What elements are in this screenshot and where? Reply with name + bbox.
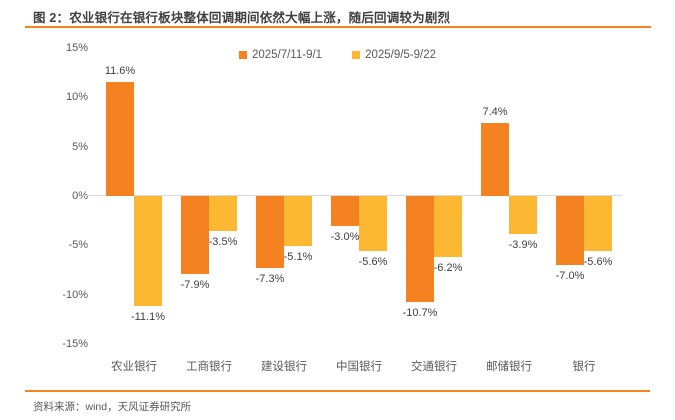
bar-value-label: -10.7% xyxy=(402,306,438,319)
bar-value-label: 7.4% xyxy=(482,105,508,118)
bar-series2-邮储银行 xyxy=(509,196,537,235)
legend-swatch-orange xyxy=(238,51,247,59)
bar-series1-工商银行 xyxy=(181,196,209,274)
bar-series1-建设银行 xyxy=(256,196,284,269)
y-axis-tick-label: 5% xyxy=(72,140,88,153)
bar-series2-银行 xyxy=(584,196,612,252)
bar-series1-邮储银行 xyxy=(481,122,509,196)
y-axis-tick-label: -10% xyxy=(62,288,88,301)
bar-series2-中国银行 xyxy=(359,196,387,252)
x-axis-category-label: 中国银行 xyxy=(336,361,382,373)
bar-series1-中国银行 xyxy=(331,196,359,226)
bar-value-label: -3.9% xyxy=(508,239,538,252)
x-axis-category-label: 农业银行 xyxy=(111,361,157,373)
x-axis-category-label: 工商银行 xyxy=(186,361,232,373)
bar-series2-工商银行 xyxy=(209,196,237,231)
bar-series2-交通银行 xyxy=(434,196,462,258)
source-note: 资料来源：wind，天风证券研究所 xyxy=(33,401,192,413)
legend-swatch-yellow xyxy=(352,51,361,59)
x-axis-category-label: 交通银行 xyxy=(411,361,457,373)
bar-value-label: -3.0% xyxy=(330,230,360,243)
figure-title: 图 2：农业银行在银行板块整体回调期间依然大幅上涨，随后回调较为剧烈 xyxy=(33,11,451,25)
bar-series2-建设银行 xyxy=(284,196,312,247)
legend-item-period2: 2025/9/5-9/22 xyxy=(352,49,436,61)
bar-value-label: -5.1% xyxy=(283,251,313,264)
legend-item-period1: 2025/7/11-9/1 xyxy=(238,49,323,61)
y-axis-tick-label: -5% xyxy=(68,239,88,252)
title-divider-line xyxy=(25,26,651,28)
bar-series2-农业银行 xyxy=(134,196,162,306)
x-axis-category-label: 邮储银行 xyxy=(486,361,532,373)
bar-value-label: -5.6% xyxy=(358,256,388,269)
y-axis-tick-label: 15% xyxy=(65,41,88,54)
bar-series1-银行 xyxy=(556,196,584,266)
bar-value-label: -6.2% xyxy=(433,262,463,275)
legend: 2025/7/11-9/1 2025/9/5-9/22 xyxy=(0,49,675,61)
bar-series1-农业银行 xyxy=(106,81,134,196)
footer-divider-line xyxy=(25,390,650,392)
bar-value-label: -5.6% xyxy=(583,256,613,269)
bar-series1-交通银行 xyxy=(406,196,434,302)
legend-label-period1: 2025/7/11-9/1 xyxy=(251,49,323,61)
y-axis-tick-label: 0% xyxy=(72,190,88,202)
y-axis-tick-label: 10% xyxy=(65,91,88,104)
bar-value-label: -11.1% xyxy=(130,310,166,323)
x-axis-category-label: 建设银行 xyxy=(261,361,307,373)
bar-value-label: 11.6% xyxy=(104,64,136,77)
bar-value-label: -7.0% xyxy=(555,270,585,283)
legend-label-period2: 2025/9/5-9/22 xyxy=(365,49,437,61)
y-axis-tick-label: -15% xyxy=(62,338,88,350)
bar-value-label: -7.3% xyxy=(255,273,285,286)
zero-axis-line xyxy=(82,195,622,196)
bar-value-label: -3.5% xyxy=(208,235,238,248)
bar-value-label: -7.9% xyxy=(180,278,210,291)
x-axis-category-label: 银行 xyxy=(572,361,596,373)
